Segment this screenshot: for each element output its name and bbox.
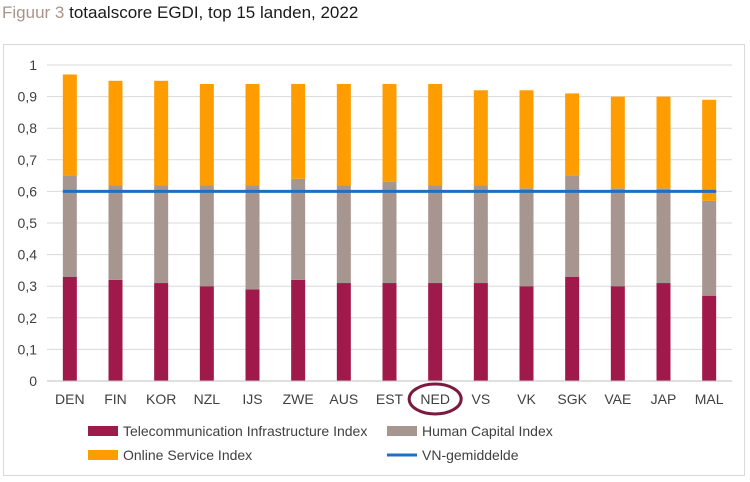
y-tick-label: 0,4 [18,247,38,263]
bar-telecommunication-infrastructure-index [62,276,77,381]
bar-telecommunication-infrastructure-index [336,283,351,381]
legend-label: Telecommunication Infrastructure Index [123,423,367,439]
figure-number: Figuur 3 [2,3,65,22]
bar-online-service-index [565,93,580,176]
x-tick-label: IJS [242,391,262,407]
bar-telecommunication-infrastructure-index [702,295,717,381]
bar-telecommunication-infrastructure-index [154,283,169,381]
y-tick-label: 0,9 [18,89,38,105]
legend-label: Online Service Index [123,447,252,463]
x-tick-label: VK [517,391,536,407]
bar-human-capital-index [336,185,351,284]
bar-telecommunication-infrastructure-index [656,283,671,381]
y-tick-label: 0,5 [18,215,38,231]
highlight-circle [407,382,463,416]
x-tick-label: VS [471,391,490,407]
bar-online-service-index [519,90,534,189]
bar-telecommunication-infrastructure-index [519,286,534,381]
bar-online-service-index [108,80,123,186]
bar-human-capital-index [565,175,580,277]
legend-swatch [88,450,118,460]
x-tick-label: EST [376,391,404,407]
x-tick-label: ZWE [283,391,314,407]
bar-human-capital-index [610,188,625,287]
y-tick-label: 0,7 [18,152,38,168]
bar-online-service-index [610,96,625,189]
bar-telecommunication-infrastructure-index [291,279,306,381]
bar-human-capital-index [199,185,214,287]
bar-telecommunication-infrastructure-index [473,283,488,381]
y-tick-label: 0,6 [18,183,38,199]
figure-caption: Figuur 3 totaalscore EGDI, top 15 landen… [2,3,358,23]
legend-label: VN-gemiddelde [422,447,519,463]
bar-human-capital-index [656,188,671,284]
bar-telecommunication-infrastructure-index [199,286,214,381]
bar-human-capital-index [473,185,488,284]
chart-frame: 0 0,1 0,2 0,3 0,4 0,5 0,6 0,7 0,8 0,9 1 DEN FIN KOR NZ… [3,44,745,476]
bar-online-service-index [336,83,351,186]
bar-human-capital-index [62,175,77,277]
x-tick-label: JAP [651,391,677,407]
bar-online-service-index [245,83,260,186]
bar-human-capital-index [428,185,443,284]
bar-online-service-index [382,83,397,182]
y-tick-label: 0 [29,373,37,389]
bar-human-capital-index [519,188,534,287]
bar-human-capital-index [245,185,260,290]
x-tick-label: NZL [194,391,221,407]
stacked-bar-chart: 0 0,1 0,2 0,3 0,4 0,5 0,6 0,7 0,8 0,9 1 DEN FIN KOR NZ… [18,57,732,463]
bar-human-capital-index [154,185,169,284]
bar-telecommunication-infrastructure-index [428,283,443,381]
y-tick-label: 0,8 [18,120,38,136]
bar-human-capital-index [291,178,306,280]
x-tick-label: DEN [55,391,85,407]
x-tick-label: NED [420,391,450,407]
bar-online-service-index [702,99,717,201]
legend-swatch [387,426,417,436]
bar-telecommunication-infrastructure-index [108,279,123,381]
legend-label: Human Capital Index [422,423,553,439]
bar-online-service-index [154,80,169,186]
x-tick-label: MAL [695,391,724,407]
bar-human-capital-index [702,200,717,296]
y-tick-label: 0,2 [18,310,38,326]
bar-human-capital-index [108,185,123,280]
legend-swatch [88,426,118,436]
bar-online-service-index [656,96,671,189]
x-tick-label: AUS [329,391,358,407]
bar-human-capital-index [382,181,397,284]
x-tick-label: SGK [557,391,587,407]
y-tick-label: 0,1 [18,341,38,357]
bar-telecommunication-infrastructure-index [382,283,397,381]
x-tick-label: FIN [104,391,127,407]
bar-telecommunication-infrastructure-index [565,276,580,381]
y-tick-label: 0,3 [18,278,38,294]
bar-online-service-index [473,90,488,186]
figure-title: totaalscore EGDI, top 15 landen, 2022 [69,3,359,22]
bar-online-service-index [199,83,214,186]
bar-online-service-index [291,83,306,179]
bar-online-service-index [62,74,77,176]
x-tick-label: KOR [146,391,176,407]
bar-online-service-index [428,83,443,186]
bar-telecommunication-infrastructure-index [245,289,260,381]
bar-telecommunication-infrastructure-index [610,286,625,381]
x-tick-label: VAE [604,391,631,407]
y-tick-label: 1 [29,57,37,73]
